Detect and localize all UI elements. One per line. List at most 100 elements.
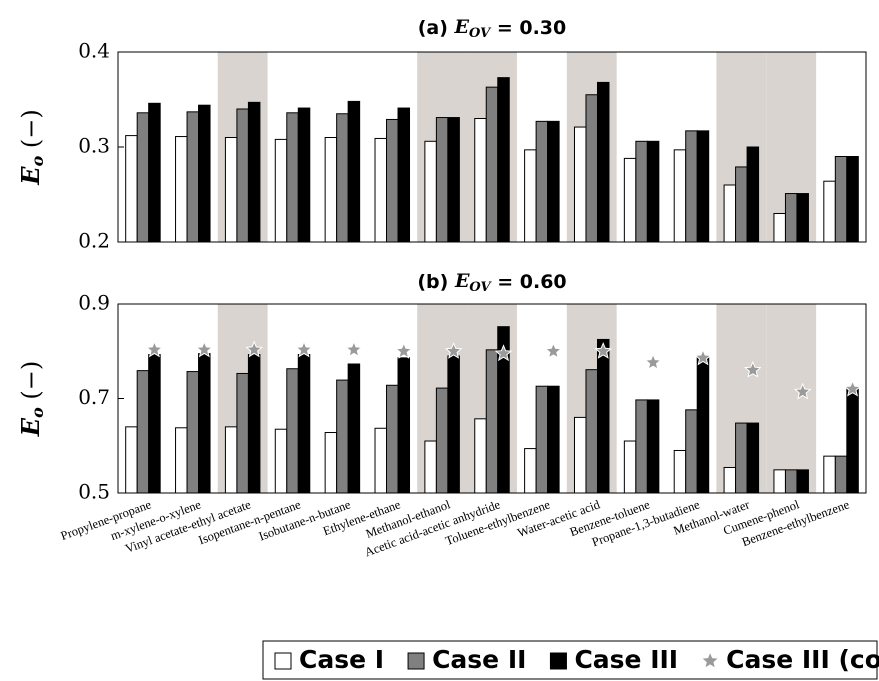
bar (524, 149, 537, 243)
y-tick-label: 0.3 (78, 134, 110, 158)
bar (585, 369, 598, 494)
bar (224, 137, 238, 243)
y-label-part: (−) (17, 361, 45, 407)
bar (236, 108, 249, 243)
y-axis-label: Eo (−) (16, 361, 47, 437)
star-marker (145, 340, 164, 358)
bar (673, 449, 687, 494)
bar (286, 112, 299, 243)
bar (148, 102, 161, 243)
y-tick-label: 0.5 (78, 480, 110, 504)
y-label-part: (−) (17, 109, 45, 155)
bar (524, 448, 537, 494)
bar (148, 354, 161, 494)
star-marker (394, 342, 413, 359)
bar (247, 101, 261, 243)
bar (635, 399, 648, 494)
legend-marker (407, 652, 425, 670)
star-marker (295, 340, 313, 358)
bar (274, 138, 288, 243)
bar (696, 355, 710, 494)
bar (175, 136, 188, 243)
bar (374, 137, 388, 243)
bar (136, 112, 150, 243)
y-label-part: o (28, 155, 47, 166)
bar (823, 180, 836, 243)
bar (447, 355, 460, 494)
bar (784, 193, 798, 243)
legend-label: Case I (299, 645, 384, 674)
star-marker (694, 348, 712, 366)
y-tick-label: 0.2 (78, 229, 110, 253)
title-part: = 0.30 (490, 17, 566, 39)
star-marker (345, 340, 363, 358)
title-part: OV (469, 26, 492, 41)
title-part: = 0.60 (491, 271, 567, 293)
bar (596, 81, 610, 243)
bar (447, 117, 460, 243)
bar (746, 146, 760, 243)
plot-frame (117, 51, 867, 243)
bar (474, 418, 487, 494)
bar (547, 120, 560, 243)
star-marker (195, 340, 214, 358)
bar (696, 130, 710, 243)
legend-marker (549, 652, 567, 670)
legend-box (262, 640, 878, 680)
bar (397, 107, 411, 243)
bar (834, 455, 848, 494)
bar (474, 118, 487, 243)
bar (784, 469, 798, 494)
bar (796, 469, 809, 494)
bar (596, 338, 610, 494)
bar (424, 140, 437, 243)
bar (723, 184, 737, 243)
bar (286, 368, 299, 494)
bar (125, 135, 138, 243)
bar (347, 100, 361, 243)
star-marker (644, 353, 662, 371)
bar (547, 385, 560, 494)
bar (224, 426, 238, 494)
legend-marker (700, 650, 720, 670)
bar (324, 432, 338, 494)
bar (386, 118, 399, 243)
panel-title: (b) EOV = 0.60 (417, 270, 566, 295)
bar (136, 370, 150, 494)
y-tick-label: 0.4 (78, 39, 110, 63)
bar (336, 113, 349, 243)
star-marker (544, 342, 563, 359)
y-axis-label: Eo (−) (16, 109, 47, 185)
shaded-band (766, 304, 817, 493)
bar (424, 440, 437, 494)
bar (685, 130, 698, 243)
title-part: (a) (418, 17, 455, 39)
bar (125, 426, 138, 494)
bar (336, 379, 349, 494)
star-marker (444, 342, 463, 359)
bar (573, 416, 587, 494)
bar (186, 111, 200, 243)
bar (773, 213, 786, 243)
bar (796, 193, 809, 243)
bar (435, 117, 449, 243)
bar (723, 466, 737, 494)
title-part: OV (469, 280, 492, 295)
bar (247, 354, 261, 494)
plot-frame (117, 303, 867, 494)
legend-label: Case III (574, 645, 678, 674)
y-label-part: E (16, 417, 45, 437)
y-label-part: o (28, 407, 47, 418)
title-part: E (454, 270, 470, 292)
bar (746, 422, 760, 494)
bar (646, 140, 660, 243)
bar (485, 349, 499, 494)
bar (274, 428, 288, 494)
bar (347, 363, 361, 494)
star-marker (743, 360, 762, 378)
bar (846, 388, 859, 494)
bar (435, 387, 449, 494)
bar (236, 372, 249, 494)
bar (485, 86, 499, 243)
